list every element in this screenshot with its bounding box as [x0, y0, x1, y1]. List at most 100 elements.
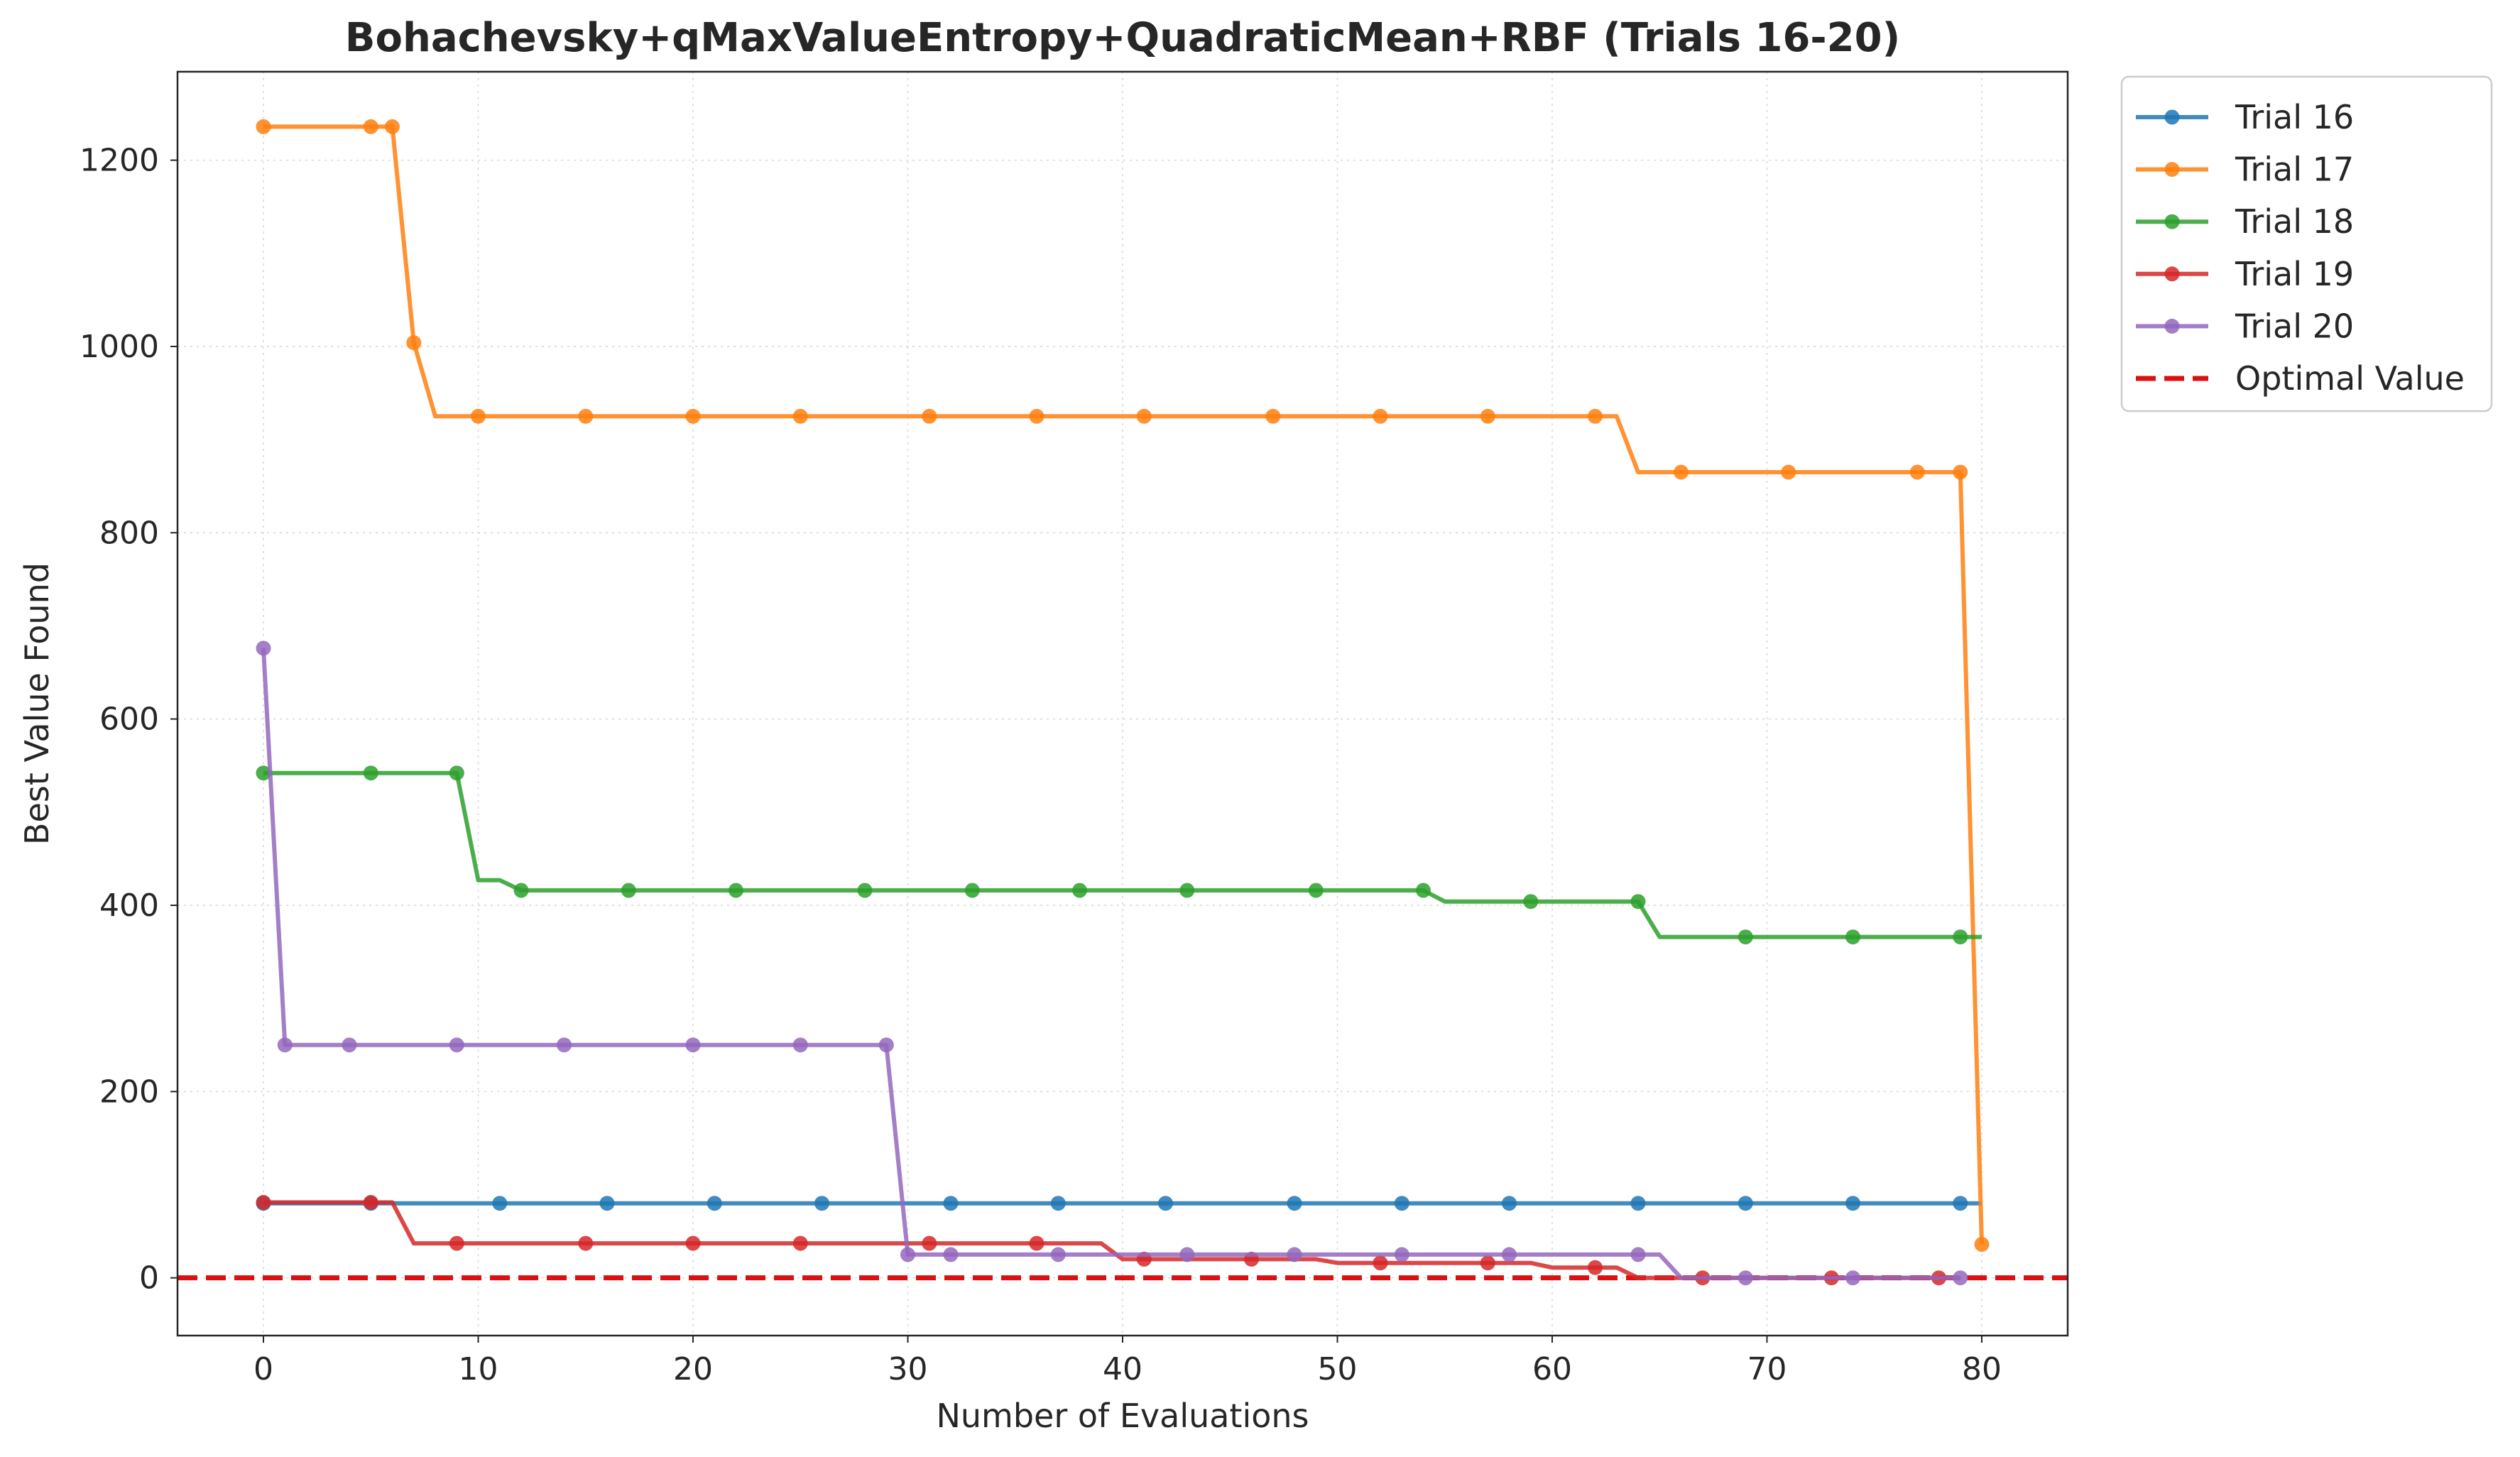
trial-19-point	[363, 1194, 378, 1210]
trial-16-point	[943, 1196, 959, 1211]
trial-18-point	[964, 883, 980, 898]
x-tick-label: 30	[888, 1351, 928, 1387]
trial-16-point	[1158, 1196, 1173, 1211]
trial-18-point	[1845, 929, 1860, 945]
trial-17-point	[1588, 408, 1603, 424]
trial-18-point	[513, 883, 529, 898]
trial-18-point	[729, 883, 743, 898]
y-tick-label: 400	[99, 888, 159, 924]
y-tick-label: 200	[99, 1074, 159, 1110]
trial-17-point	[363, 119, 378, 134]
y-tick-label: 800	[99, 515, 159, 551]
x-tick-label: 10	[459, 1351, 498, 1387]
y-tick-label: 600	[99, 702, 159, 738]
trial-17-point	[1480, 408, 1495, 424]
trial-20-point	[1738, 1270, 1753, 1286]
trial-19-line	[263, 1200, 1960, 1280]
trial-18-point	[363, 765, 378, 781]
x-tick-label: 70	[1747, 1351, 1787, 1387]
trial-18-point	[621, 883, 636, 898]
x-tick-label: 60	[1532, 1351, 1572, 1387]
trial-17-point	[471, 408, 486, 424]
trial-18-point	[1416, 883, 1431, 898]
trial-16-point	[1287, 1196, 1302, 1211]
legend-item-trial-16: Trial 16	[2136, 98, 2354, 136]
plot-area	[178, 72, 2068, 1336]
trial-16-point	[1845, 1196, 1860, 1211]
trial-19-point	[1373, 1255, 1388, 1271]
trial-18-point	[1179, 883, 1195, 898]
trial-18-point	[1308, 883, 1324, 898]
trial-17-point	[685, 408, 701, 424]
trial-20-point	[900, 1247, 915, 1262]
trial-20-point	[1630, 1247, 1646, 1262]
trial-16-point	[1394, 1196, 1409, 1211]
trial-20-point	[1179, 1247, 1195, 1262]
trial-20-point	[792, 1037, 808, 1053]
trial-16-point	[707, 1196, 722, 1211]
trial-17-point	[1781, 464, 1796, 480]
trial-20-point	[557, 1037, 572, 1053]
trial-17-point	[1909, 464, 1925, 480]
trial-19-point	[685, 1235, 701, 1251]
trial-17-point	[792, 408, 808, 424]
legend-box	[2120, 75, 2493, 413]
series-layer	[256, 119, 1990, 1286]
legend-item-trial-19: Trial 19	[2136, 255, 2354, 293]
trial-20-point	[1287, 1247, 1302, 1262]
trial-17-series	[256, 119, 1990, 1252]
trial-17-point	[1974, 1237, 1990, 1252]
trial-20-point	[1845, 1270, 1860, 1286]
trial-19-point	[922, 1235, 937, 1251]
trial-20-point	[1394, 1247, 1409, 1262]
trial-19-point	[1588, 1260, 1603, 1275]
chart-title: Bohachevsky+qMaxValueEntropy+QuadraticMe…	[345, 15, 1900, 61]
trial-20-point	[943, 1247, 959, 1262]
trial-20-point	[878, 1037, 894, 1053]
trial-18-point	[1953, 929, 1968, 945]
legend-label: Trial 17	[2235, 151, 2354, 189]
trial-16-point	[1050, 1196, 1066, 1211]
trial-16-point	[1953, 1196, 1968, 1211]
trial-19-point	[449, 1235, 464, 1251]
trial-17-point	[1265, 408, 1281, 424]
trial-18-point	[256, 765, 271, 781]
trial-17-point	[1674, 464, 1689, 480]
legend-item-trial-18: Trial 18	[2136, 202, 2354, 241]
x-tick-label: 0	[253, 1351, 273, 1387]
x-tick-label: 50	[1318, 1351, 1358, 1387]
trial-16-point	[1502, 1196, 1517, 1211]
trial-20-series	[256, 640, 1968, 1286]
trial-20-point	[1502, 1247, 1517, 1262]
trial-20-point	[449, 1037, 464, 1053]
legend-marker	[2164, 162, 2180, 178]
legend-label: Trial 18	[2235, 202, 2354, 241]
legend-marker	[2164, 266, 2180, 282]
trial-17-point	[1029, 408, 1044, 424]
trial-17-point	[578, 408, 594, 424]
x-tick-label: 80	[1962, 1351, 2002, 1387]
trial-16-point	[814, 1196, 829, 1211]
legend-label: Trial 19	[2235, 255, 2354, 293]
trial-18-series	[256, 765, 1982, 945]
trial-17-point	[1953, 464, 1968, 480]
trial-18-point	[1630, 894, 1646, 910]
trial-20-point	[1953, 1270, 1968, 1286]
trial-18-point	[857, 883, 873, 898]
legend-item-trial-20: Trial 20	[2136, 307, 2354, 345]
trial-19-point	[1029, 1235, 1044, 1251]
legend-marker	[2164, 318, 2180, 334]
y-axis-label: Best Value Found	[18, 562, 56, 845]
legend-item-optimal-value: Optimal Value	[2136, 359, 2465, 398]
trial-17-point	[256, 119, 271, 134]
legend-item-trial-17: Trial 17	[2136, 151, 2354, 189]
trial-17-point	[1373, 408, 1388, 424]
trial-19-point	[792, 1235, 808, 1251]
legend-marker	[2164, 109, 2180, 125]
trial-20-point	[1050, 1247, 1066, 1262]
trial-17-point	[922, 408, 937, 424]
trial-17-point	[1136, 408, 1152, 424]
trial-16-point	[1738, 1196, 1753, 1211]
trial-20-point	[685, 1037, 701, 1053]
